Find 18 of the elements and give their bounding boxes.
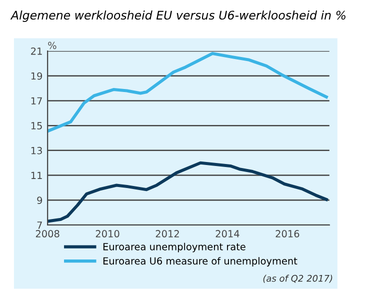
- x-tick-label: 2010: [96, 230, 120, 238]
- legend-label: Euroarea unemployment rate: [103, 242, 246, 252]
- y-tick-label: 7: [37, 222, 42, 229]
- y-tick-label: 9: [37, 196, 42, 204]
- x-tick-label: 2014: [216, 230, 240, 238]
- x-tick-label: 2012: [156, 230, 179, 238]
- x-tick-label: 2016: [276, 230, 300, 238]
- y-axis-title: %: [48, 42, 56, 50]
- text: (as of Q2 2017): [263, 274, 332, 283]
- legend-label: Euroarea U6 measure of unemployment: [103, 257, 298, 266]
- chart-title: Algemene werkloosheid EU versus U6-werkloosheid in %: [10, 10, 346, 22]
- x-tick-label: 2008: [36, 230, 60, 238]
- y-tick-label: 15: [31, 122, 42, 130]
- y-tick-label: 13: [31, 146, 42, 154]
- y-tick-label: 11: [31, 172, 42, 179]
- y-tick-label: 17: [31, 97, 42, 104]
- y-tick-label: 19: [31, 72, 42, 80]
- y-tick-label: 21: [31, 47, 42, 55]
